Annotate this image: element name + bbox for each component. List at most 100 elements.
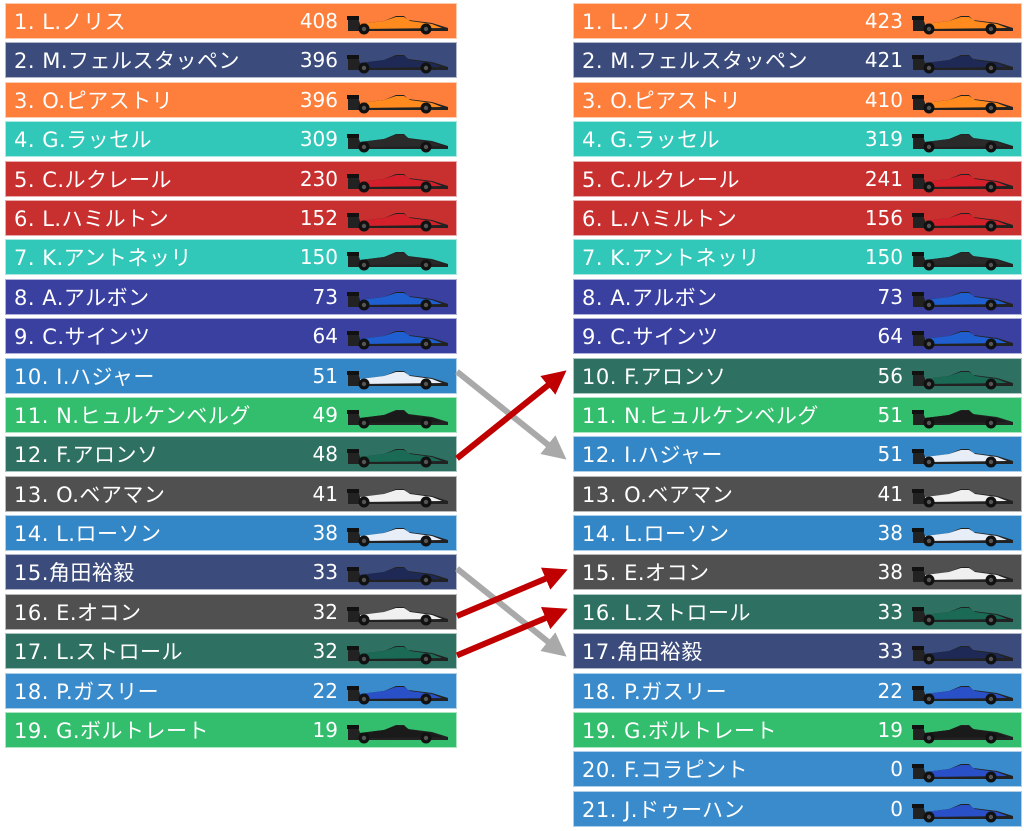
driver-name: 6. L.ハミルトン <box>582 206 738 231</box>
standings-row: 6. L.ハミルトン 152 <box>5 199 457 236</box>
driver-name: 18. P.ガスリー <box>582 679 728 704</box>
car-icon <box>347 725 448 744</box>
car-icon <box>912 252 1013 271</box>
standings-row: 9. C.サインツ 64 <box>573 318 1022 355</box>
driver-name: 7. K.アントネッリ <box>582 246 760 271</box>
standings-row: 9. C.サインツ 64 <box>5 318 457 355</box>
driver-name: 5. C.ルクレール <box>14 167 173 192</box>
standings-row: 21. J.ドゥーハン 0 <box>573 790 1022 827</box>
driver-points: 38 <box>877 521 903 546</box>
car-icon <box>912 685 1013 705</box>
driver-name: 5. C.ルクレール <box>582 167 741 192</box>
driver-name: 4. G.ラッセル <box>582 128 721 153</box>
standings-row: 16. E.オコン 32 <box>5 593 457 630</box>
arrow-up <box>455 567 568 619</box>
driver-name: 18. P.ガスリー <box>14 679 160 704</box>
driver-points: 64 <box>877 324 903 349</box>
driver-points: 150 <box>864 245 903 270</box>
driver-points: 33 <box>312 560 338 585</box>
driver-points: 49 <box>312 402 338 427</box>
driver-name: 14. L.ローソン <box>14 522 162 547</box>
driver-points: 64 <box>312 324 338 349</box>
standings-row: 19. G.ボルトレート 19 <box>573 712 1022 749</box>
driver-name: 7. K.アントネッリ <box>14 246 192 271</box>
standings-row: 12. F.アロンソ 48 <box>5 436 457 473</box>
car-icon <box>912 94 1013 114</box>
standings-before: 1. L.ノリス 408 2. M.フェルスタッペン 396 3. O.ピアスト… <box>5 3 457 751</box>
driver-name: 10. I.ハジャー <box>14 364 155 389</box>
driver-points: 51 <box>877 442 903 467</box>
driver-points: 33 <box>877 599 903 624</box>
driver-name: 4. G.ラッセル <box>14 128 153 153</box>
driver-name: 16. E.オコン <box>14 600 142 625</box>
driver-points: 319 <box>864 127 903 152</box>
car-icon <box>347 409 448 429</box>
driver-points: 396 <box>299 48 338 73</box>
driver-name: 14. L.ローソン <box>582 522 730 547</box>
car-icon <box>912 646 1013 665</box>
driver-points: 396 <box>299 87 338 112</box>
driver-points: 41 <box>877 481 903 506</box>
driver-points: 22 <box>877 678 903 703</box>
standings-row: 3. O.ピアストリ 410 <box>573 81 1022 118</box>
driver-points: 152 <box>299 205 338 230</box>
driver-points: 19 <box>312 718 338 743</box>
car-icon <box>912 134 1013 153</box>
driver-name: 2. M.フェルスタッペン <box>14 49 241 74</box>
car-icon <box>347 55 448 74</box>
standings-row: 15.角田裕毅 33 <box>5 554 457 591</box>
car-icon <box>347 567 448 586</box>
arrow-down <box>455 566 567 657</box>
car-icon <box>912 803 1013 823</box>
driver-name: 13. O.ベアマン <box>582 482 734 507</box>
standings-row: 1. L.ノリス 423 <box>573 3 1022 39</box>
driver-name: 10. F.アロンソ <box>582 364 727 389</box>
driver-name: 15. E.オコン <box>582 561 710 586</box>
car-icon <box>912 449 1013 468</box>
driver-points: 156 <box>864 205 903 230</box>
driver-name: 1. L.ノリス <box>14 10 127 34</box>
standings-row: 13. O.ベアマン 41 <box>573 475 1022 512</box>
driver-name: 17.角田裕毅 <box>582 640 703 665</box>
driver-points: 241 <box>864 166 903 191</box>
standings-row: 15. E.オコン 38 <box>573 554 1022 591</box>
car-icon <box>912 409 1013 429</box>
driver-name: 6. L.ハミルトン <box>14 206 170 231</box>
car-icon <box>347 606 448 626</box>
driver-name: 15.角田裕毅 <box>14 561 135 586</box>
car-icon <box>347 685 448 705</box>
car-icon <box>347 488 448 508</box>
car-icon <box>912 331 1013 350</box>
car-icon <box>912 528 1013 547</box>
standings-row: 14. L.ローソン 38 <box>5 515 457 552</box>
standings-row: 1. L.ノリス 408 <box>5 3 457 39</box>
driver-points: 51 <box>312 363 338 388</box>
car-icon <box>912 764 1013 783</box>
standings-row: 3. O.ピアストリ 396 <box>5 81 457 118</box>
driver-name: 9. C.サインツ <box>14 325 151 350</box>
driver-name: 8. A.アルボン <box>582 285 718 310</box>
driver-name: 1. L.ノリス <box>582 10 695 34</box>
car-icon <box>347 331 448 350</box>
standings-row: 10. I.ハジャー 51 <box>5 357 457 394</box>
car-icon <box>912 212 1013 232</box>
car-icon <box>347 134 448 153</box>
driver-points: 48 <box>312 442 338 467</box>
arrow-up <box>455 370 567 461</box>
standings-row: 7. K.アントネッリ 150 <box>573 239 1022 276</box>
standings-row: 11. N.ヒュルケンベルグ 49 <box>5 396 457 433</box>
standings-row: 20. F.コラピント 0 <box>573 751 1022 788</box>
car-icon <box>912 488 1013 508</box>
driver-name: 11. N.ヒュルケンベルグ <box>14 403 251 428</box>
driver-name: 12. I.ハジャー <box>582 443 723 468</box>
driver-points: 150 <box>299 245 338 270</box>
standings-after: 1. L.ノリス 423 2. M.フェルスタッペン 421 3. O.ピアスト… <box>573 3 1022 830</box>
car-icon <box>912 606 1013 626</box>
driver-points: 73 <box>877 284 903 309</box>
car-icon <box>347 16 448 35</box>
driver-points: 38 <box>877 560 903 585</box>
driver-name: 3. O.ピアストリ <box>582 88 742 113</box>
driver-name: 13. O.ベアマン <box>14 482 166 507</box>
car-icon <box>912 370 1013 390</box>
driver-name: 19. G.ボルトレート <box>14 719 210 744</box>
